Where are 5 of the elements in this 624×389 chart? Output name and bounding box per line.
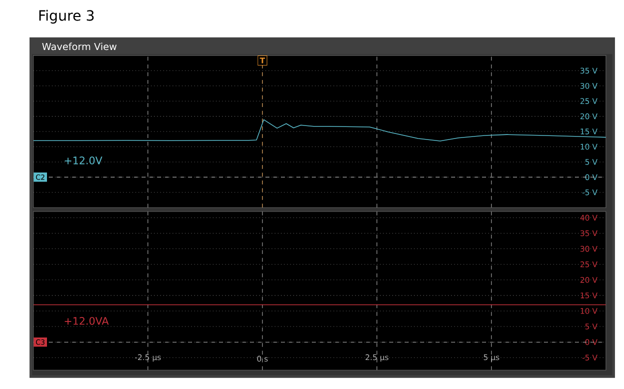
chart-title: Figure 3 (39, 10, 94, 24)
annotation: +12.0V (64, 156, 102, 164)
chart-subtitle: Waveform View (42, 42, 117, 50)
annotation: +12.0VA (64, 316, 109, 325)
line-series (33, 119, 606, 142)
